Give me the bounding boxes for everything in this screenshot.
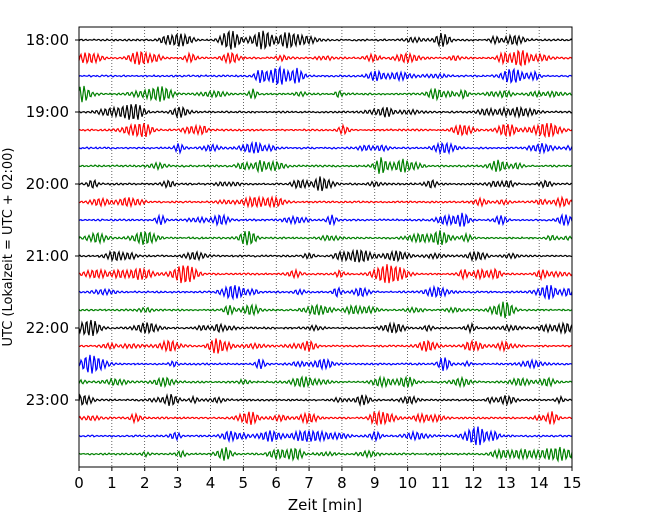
y-axis-label: UTC (Lokalzeit = UTC + 02:00) (1, 148, 16, 347)
y-tick-label: 22:00 (26, 319, 69, 337)
x-tick-label: 12 (464, 474, 483, 492)
trace-line (78, 140, 573, 156)
trace-line (78, 284, 573, 301)
trace-line (78, 212, 573, 227)
trace-line (78, 301, 573, 319)
y-tick-label: 20:00 (26, 175, 69, 193)
x-tick-label: 4 (206, 474, 216, 492)
x-tick-label: 10 (398, 474, 417, 492)
trace-line (78, 446, 573, 463)
y-tick-label: 23:00 (26, 391, 69, 409)
x-axis-label: Zeit [min] (288, 496, 362, 514)
trace-line (78, 426, 573, 446)
grid-lines (111, 27, 540, 467)
trace-line (78, 122, 573, 139)
x-tick-label: 1 (107, 474, 117, 492)
y-tick-label: 18:00 (26, 31, 69, 49)
plot-frame (78, 26, 573, 468)
trace-line (78, 195, 573, 209)
trace-line (78, 176, 573, 192)
x-tick-label: 14 (530, 474, 549, 492)
x-tick-label: 2 (140, 474, 150, 492)
trace-line (78, 264, 573, 284)
plot-background (79, 27, 572, 467)
x-tick-label: 11 (431, 474, 450, 492)
trace-line (78, 85, 573, 103)
trace-line (78, 104, 573, 120)
trace-line (78, 248, 573, 263)
x-tick-label: 6 (271, 474, 281, 492)
trace-line (78, 29, 573, 50)
trace-line (78, 409, 573, 427)
trace-line (78, 338, 573, 354)
trace-line (78, 393, 573, 407)
x-tick-label: 9 (370, 474, 380, 492)
y-tick-label: 21:00 (26, 247, 69, 265)
trace-line (78, 319, 573, 336)
x-tick-label: 13 (497, 474, 516, 492)
trace-line (78, 49, 573, 67)
trace-line (78, 157, 573, 174)
trace-line (78, 230, 573, 246)
trace-line (78, 375, 573, 389)
x-tick-label: 5 (239, 474, 249, 492)
y-axis-ticks: 18:00 19:00 20:00 21:00 22:00 23:00 (26, 31, 79, 409)
x-tick-label: 7 (304, 474, 314, 492)
x-tick-label: 0 (74, 474, 84, 492)
x-tick-label: 3 (173, 474, 183, 492)
x-tick-label: 8 (337, 474, 347, 492)
traces-group (78, 29, 573, 463)
trace-line (78, 65, 573, 86)
x-axis-ticks: 0 1 2 3 4 5 6 7 8 9 10 11 12 13 14 15 (74, 467, 582, 492)
x-tick-label: 15 (562, 474, 581, 492)
trace-line (78, 354, 573, 374)
y-tick-label: 19:00 (26, 103, 69, 121)
